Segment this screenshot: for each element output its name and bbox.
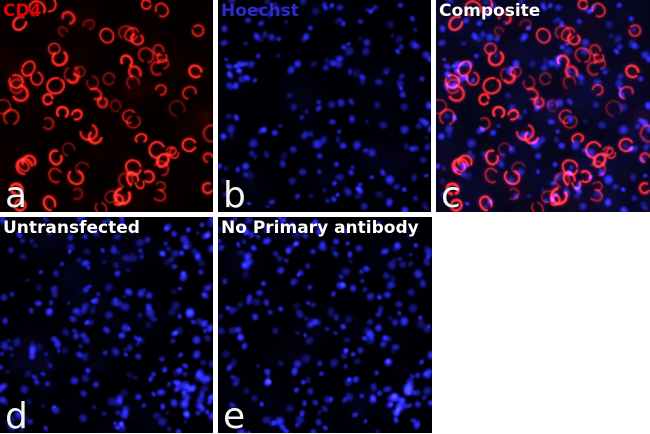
channel-label-hoechst: Hoechst <box>221 1 299 21</box>
micrograph-composite <box>436 0 650 212</box>
channel-label-cd4: CD4 <box>3 1 42 21</box>
micrograph-no-primary <box>218 217 432 433</box>
panel-untransfected: Untransfected d <box>0 217 213 433</box>
panel-composite: Composite c <box>436 0 650 212</box>
panel-hoechst: Hoechst b <box>218 0 431 212</box>
panel-cd4: CD4 a <box>0 0 213 212</box>
micrograph-hoechst <box>218 0 431 212</box>
channel-label-untransfected: Untransfected <box>3 218 140 238</box>
panel-letter-c: c <box>441 175 461 213</box>
panel-no-primary: No Primary antibody e <box>218 217 432 433</box>
channel-label-composite: Composite <box>439 1 541 21</box>
panel-letter-e: e <box>223 396 246 434</box>
panel-letter-a: a <box>5 175 28 213</box>
panel-letter-b: b <box>223 175 246 213</box>
micrograph-untransfected <box>0 217 213 433</box>
micrograph-cd4 <box>0 0 213 212</box>
panel-letter-d: d <box>5 396 28 434</box>
channel-label-no-primary: No Primary antibody <box>221 218 419 238</box>
